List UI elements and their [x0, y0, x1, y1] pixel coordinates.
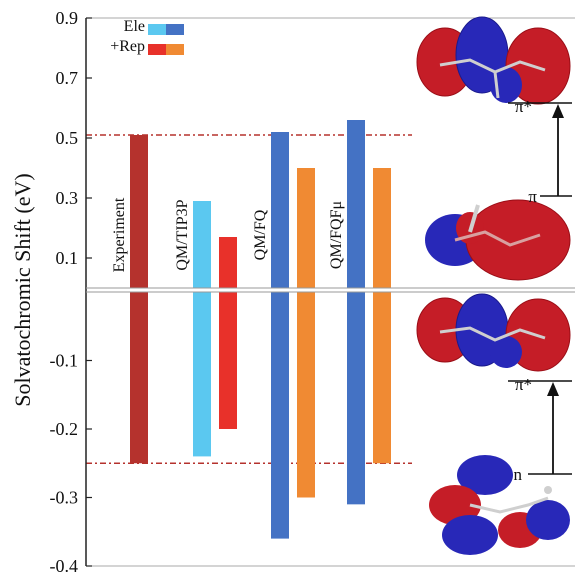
y-tick-label: -0.4 [50, 556, 79, 573]
legend-swatch-rep-tip3p [148, 44, 166, 55]
pi-star-label-upper: π* [515, 97, 532, 116]
y-tick-label: 0.3 [56, 188, 79, 208]
bar-qm-tip3p-ele-upper [193, 201, 211, 288]
orbital-pi-upper [425, 199, 571, 281]
legend-swatch-ele-tip3p [148, 24, 166, 35]
bar-qm-tip3p-ele-lower [193, 292, 211, 457]
bar-qm-fq-ele-upper [271, 132, 289, 288]
arrow-head-upper [552, 104, 564, 118]
orbital-n-lower [429, 455, 570, 555]
bar-qm-fqf--ele-lower [347, 292, 365, 505]
energy-diagram-upper: π* π [508, 97, 572, 206]
y-tick-label: 0.7 [56, 68, 79, 88]
energy-diagram-lower: π* n [508, 375, 572, 484]
axes [85, 17, 575, 567]
bar-qm-fqf--rep-upper [373, 168, 391, 288]
pi-star-label-lower: π* [515, 375, 532, 394]
bar-qm-fqf--rep-lower [373, 292, 391, 464]
y-tick-label: -0.3 [50, 488, 79, 508]
bar-qm-fq-rep-upper [297, 168, 315, 288]
n-label: n [514, 465, 523, 484]
bar-experiment-experiment-lower [130, 292, 148, 464]
bar-experiment-experiment-upper [130, 135, 148, 288]
bars [130, 120, 391, 539]
y-tick-label: -0.1 [50, 351, 79, 371]
legend-label-ele: Ele [124, 18, 145, 35]
group-label: QM/FQFμ [328, 201, 345, 269]
orbital-pi-star-lower [416, 293, 571, 372]
pi-label: π [528, 187, 537, 206]
group-label: Experiment [111, 197, 128, 272]
orbital-pi-star-upper [416, 16, 571, 105]
y-tick-label: -0.2 [50, 419, 79, 439]
group-labels: Experiment QM/TIP3P QM/FQ QM/FQFμ [111, 197, 345, 272]
y-axis-label: Solvatochromic Shift (eV) [10, 173, 35, 406]
legend: Ele +Rep [110, 18, 184, 55]
bar-qm-fq-ele-lower [271, 292, 289, 539]
legend-swatch-rep-fq [166, 44, 184, 55]
arrow-head-lower [547, 382, 559, 396]
bar-qm-tip3p-rep-lower [219, 292, 237, 429]
group-label: QM/FQ [252, 209, 269, 260]
bar-qm-fqf--ele-upper [347, 120, 365, 288]
y-tick-label: 0.1 [56, 248, 79, 268]
bar-qm-tip3p-rep-upper [219, 237, 237, 288]
legend-swatch-ele-fq [166, 24, 184, 35]
y-ticks: 0.9 0.7 0.5 0.3 0.1 -0.1 -0.2 -0.3 -0.4 [50, 8, 92, 573]
bar-qm-fq-rep-lower [297, 292, 315, 498]
legend-label-rep: +Rep [110, 38, 145, 55]
y-tick-label: 0.5 [56, 128, 79, 148]
group-label: QM/TIP3P [174, 199, 191, 270]
y-tick-label: 0.9 [56, 8, 79, 28]
